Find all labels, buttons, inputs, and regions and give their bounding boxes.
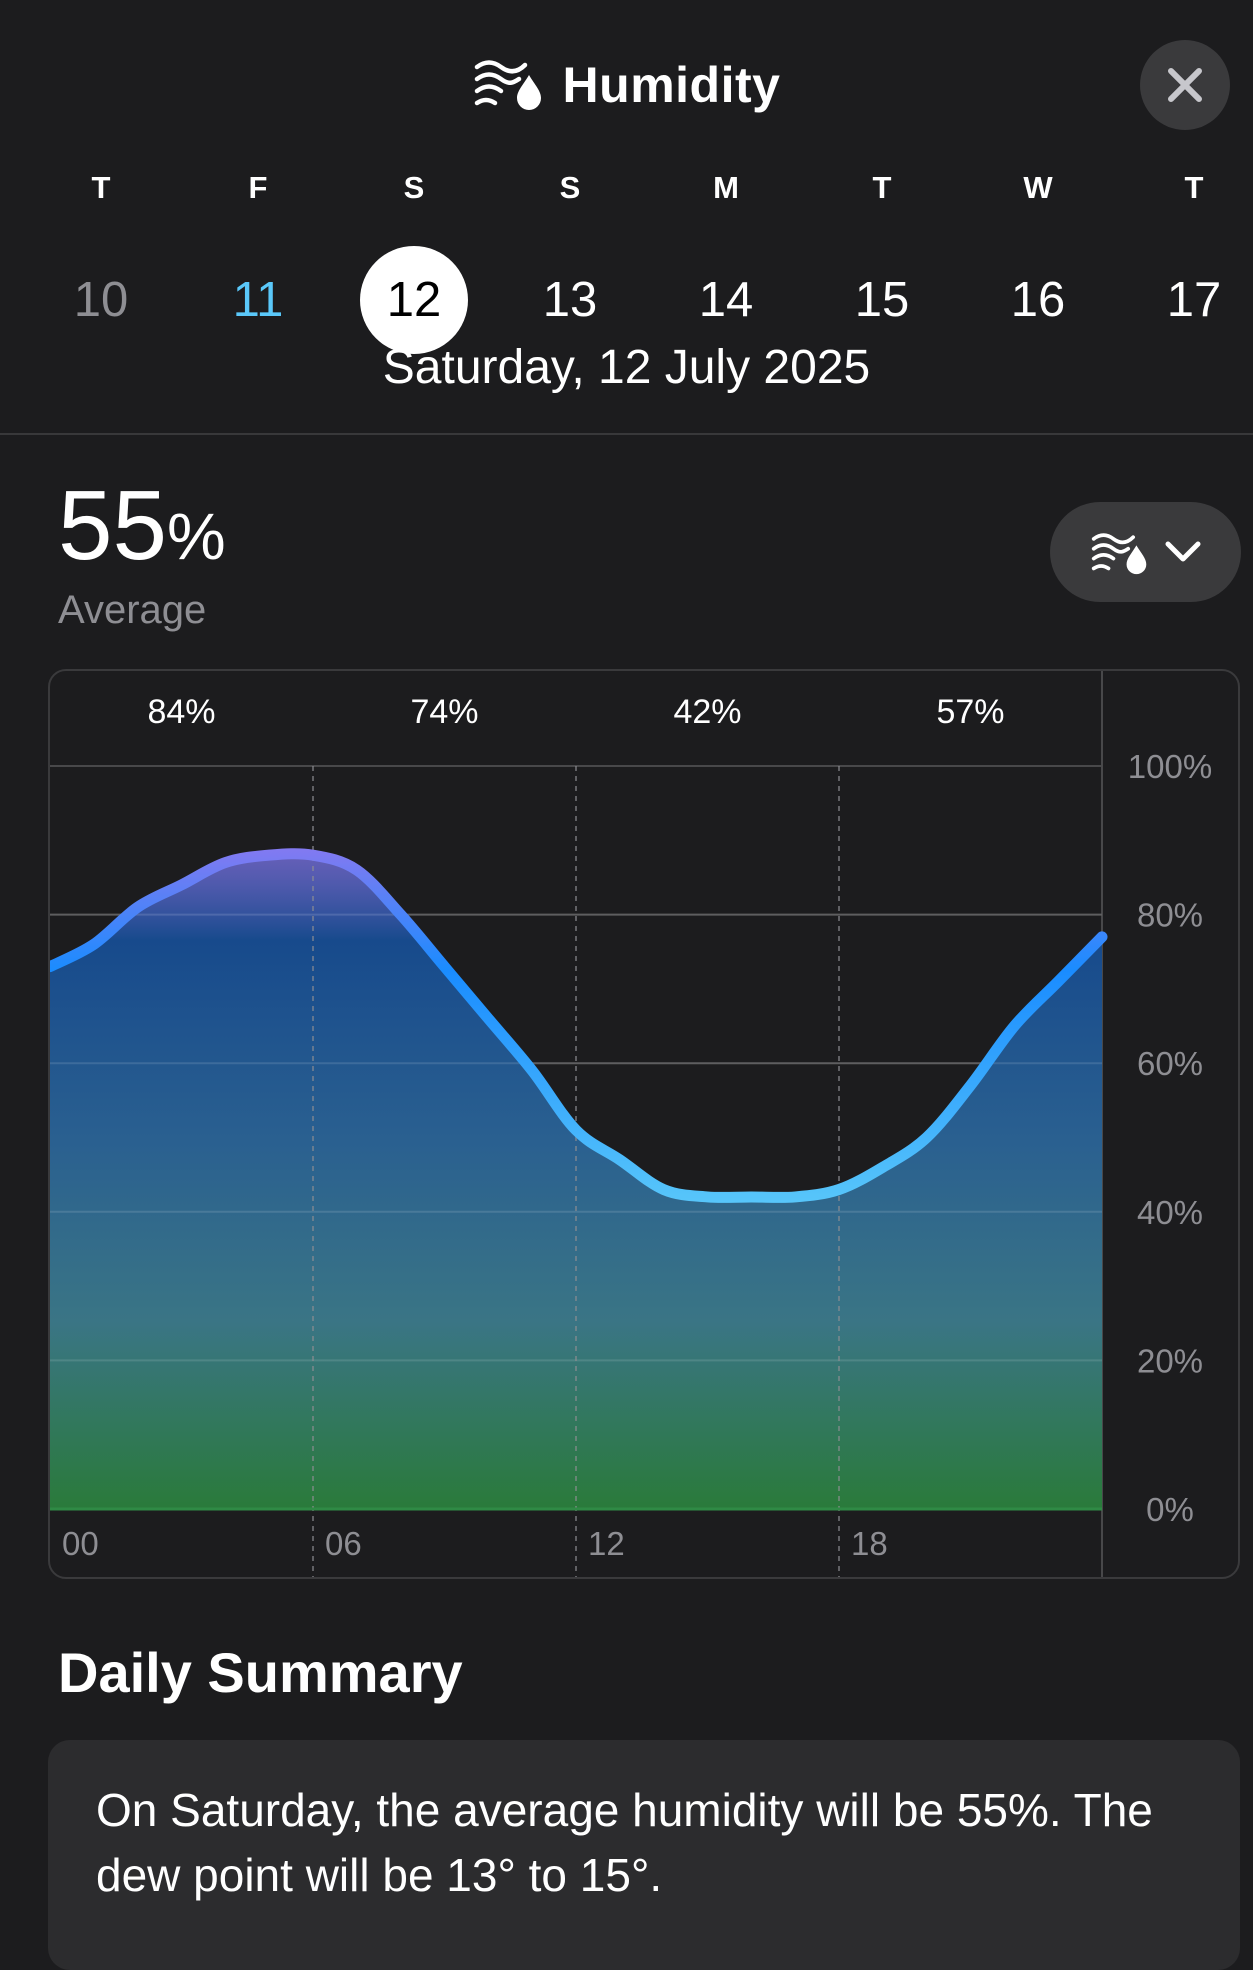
x-tick-label: 18 [851, 1525, 888, 1562]
daily-summary-card: On Saturday, the average humidity will b… [48, 1740, 1240, 1970]
day-of-week-label: M [713, 170, 739, 205]
close-button[interactable] [1140, 40, 1230, 130]
day-16[interactable]: W 16 [978, 165, 1098, 354]
y-tick-label: 60% [1137, 1045, 1203, 1082]
day-of-week-label: S [559, 170, 581, 205]
day-of-week-label: T [91, 170, 111, 205]
metric-selector-button[interactable] [1050, 502, 1241, 602]
day-number: 16 [1010, 273, 1066, 327]
day-of-week-label: T [872, 170, 892, 205]
x-tick-label: 06 [325, 1525, 362, 1562]
period-label: 57% [936, 693, 1004, 731]
day-of-week-label: F [248, 170, 268, 205]
close-icon [1168, 68, 1202, 102]
humidity-chart: 84% 74% 42% 57% 100% 80% 60% 40% 20% 0% 00 06 12 18 [48, 669, 1240, 1579]
day-number: 10 [73, 273, 129, 327]
average-value: 55% [58, 470, 226, 591]
selected-date: Saturday, 12 July 2025 [382, 341, 871, 394]
average-label: Average [58, 588, 207, 632]
x-tick-label: 00 [62, 1525, 99, 1562]
period-label: 74% [410, 693, 478, 731]
chart-svg: 84% 74% 42% 57% 100% 80% 60% 40% 20% 0% 00 06 12 18 [50, 671, 1212, 1577]
day-number: 17 [1166, 273, 1222, 327]
y-tick-label: 100% [1128, 748, 1212, 785]
day-of-week-label: S [403, 170, 425, 205]
period-label: 84% [147, 693, 215, 731]
day-picker: T 10 F 11 S 12 S 13 M 14 T 15 W 16 T 17 [0, 165, 1253, 354]
day-15[interactable]: T 15 [822, 165, 942, 354]
y-tick-label: 80% [1137, 897, 1203, 934]
daily-summary-text: On Saturday, the average humidity will b… [96, 1784, 1153, 1901]
day-of-week-label: W [1023, 170, 1053, 205]
day-12[interactable]: S 12 [354, 165, 474, 354]
day-number: 13 [542, 273, 598, 327]
day-13[interactable]: S 13 [510, 165, 630, 354]
period-label: 42% [673, 693, 741, 731]
day-17[interactable]: T 17 [1134, 165, 1253, 354]
day-of-week-label: T [1184, 170, 1204, 205]
day-number: 11 [232, 273, 284, 327]
day-11[interactable]: F 11 [198, 165, 318, 354]
x-tick-label: 12 [588, 1525, 625, 1562]
day-number: 15 [854, 273, 910, 327]
humidity-line [50, 848, 1108, 1203]
chevron-down-icon [1165, 541, 1200, 562]
day-14[interactable]: M 14 [666, 165, 786, 354]
divider [0, 433, 1253, 435]
page-title: Humidity [562, 57, 781, 113]
title-bar: Humidity [0, 50, 1253, 120]
header: Humidity T 10 F 11 S 12 S 13 M 14 T 15 W 16 T 17 Saturd… [0, 0, 1253, 435]
average-number: 55 [58, 470, 168, 580]
day-10[interactable]: T 10 [41, 165, 161, 354]
daily-summary-title: Daily Summary [58, 1641, 463, 1704]
humidity-icon [1091, 533, 1146, 575]
day-number: 12 [360, 246, 468, 354]
y-tick-label: 0% [1146, 1491, 1194, 1528]
y-tick-label: 20% [1137, 1342, 1203, 1379]
average-unit: % [167, 499, 226, 573]
y-tick-label: 40% [1137, 1194, 1203, 1231]
day-number: 14 [698, 273, 754, 327]
humidity-icon [473, 55, 545, 116]
